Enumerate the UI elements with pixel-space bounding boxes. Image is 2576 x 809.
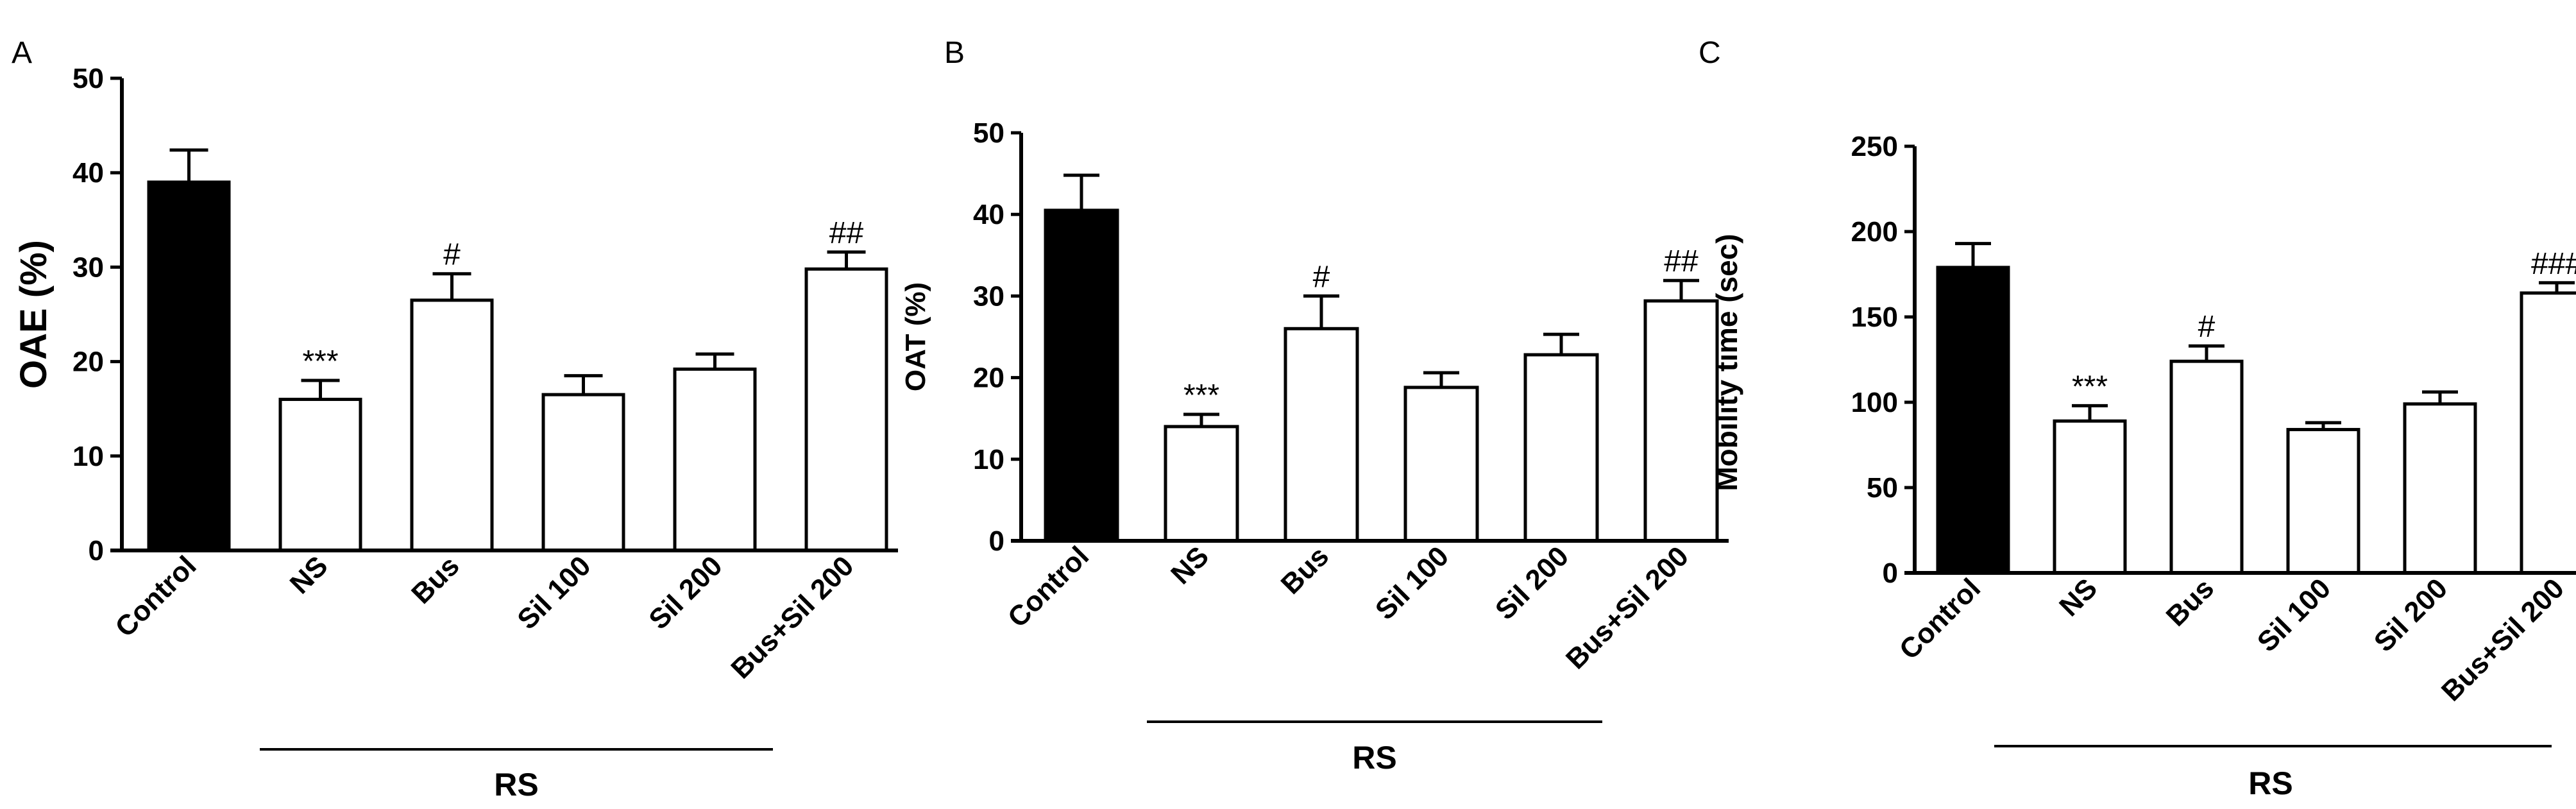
y-tick-label: 100 (1851, 387, 1898, 418)
significance-label: ### (2531, 247, 2576, 281)
category-label: Bus+Sil 200 (2436, 572, 2570, 707)
significance-label: # (1313, 260, 1330, 294)
bar (2169, 359, 2244, 575)
bar (1523, 353, 1599, 543)
panel-letter-c: C (1699, 36, 1721, 70)
y-tick-label: 50 (973, 117, 1004, 149)
panel-letter-a: A (12, 36, 32, 70)
category-label: Bus (1275, 540, 1335, 600)
bar (541, 393, 625, 552)
y-axis-title: OAE (%) (13, 240, 55, 389)
y-tick-label: 40 (973, 199, 1004, 230)
bar (2286, 428, 2360, 575)
category-label: Sil 100 (2251, 572, 2337, 658)
y-tick-label: 10 (973, 444, 1004, 475)
group-label: RS (494, 767, 538, 803)
bar (2053, 419, 2127, 575)
y-tick-label: 20 (973, 362, 1004, 394)
category-label: NS (2053, 572, 2103, 622)
significance-label: ## (1664, 244, 1699, 278)
category-label: Sil 100 (511, 550, 597, 635)
panel-letter-b: B (944, 36, 965, 70)
y-tick-label: 0 (1883, 558, 1898, 589)
y-tick-label: 0 (89, 535, 104, 566)
y-tick-label: 10 (72, 441, 104, 472)
bar (278, 397, 362, 552)
group-label: RS (2248, 765, 2292, 801)
category-label: Sil 200 (1489, 540, 1575, 626)
y-tick-label: 40 (72, 157, 104, 189)
bar (1643, 299, 1719, 543)
category-label: Sil 200 (643, 550, 728, 635)
bar (2520, 291, 2576, 575)
bar (1284, 327, 1359, 543)
y-axis-title: Mobility time (sec) (1710, 234, 1743, 491)
significance-label: # (2198, 310, 2216, 344)
y-tick-label: 0 (989, 525, 1004, 557)
category-label: Control (1002, 540, 1095, 633)
category-label: Sil 100 (1369, 540, 1455, 626)
bar (1164, 425, 1239, 543)
y-axis-title: OAT (%) (900, 282, 931, 391)
bar (147, 180, 231, 552)
y-tick-label: 200 (1851, 216, 1898, 248)
category-label: Sil 200 (2368, 572, 2453, 658)
category-label: NS (284, 550, 334, 600)
bar (2403, 402, 2477, 575)
bar (1403, 386, 1479, 543)
category-label: NS (1165, 540, 1215, 590)
significance-label: # (443, 238, 461, 272)
y-tick-label: 20 (72, 346, 104, 378)
bar (1936, 266, 2010, 575)
bar (410, 298, 494, 552)
y-tick-label: 30 (973, 280, 1004, 312)
group-label: RS (1352, 740, 1396, 776)
y-tick-label: 50 (72, 63, 104, 94)
significance-label: *** (302, 345, 338, 379)
category-label: Control (1894, 572, 1987, 665)
category-label: Control (109, 550, 202, 643)
significance-label: *** (1183, 379, 1219, 413)
category-label: Bus (2160, 572, 2220, 632)
y-tick-label: 250 (1851, 131, 1898, 162)
bar (673, 367, 757, 552)
y-tick-label: 150 (1851, 302, 1898, 333)
category-label: Bus+Sil 200 (1560, 540, 1695, 675)
significance-label: ## (829, 216, 864, 250)
bar (804, 267, 888, 552)
category-label: Bus (405, 550, 465, 609)
y-tick-label: 50 (1867, 472, 1898, 504)
significance-label: *** (2072, 370, 2108, 404)
category-label: Bus+Sil 200 (725, 550, 860, 685)
bar (1044, 209, 1119, 543)
y-tick-label: 30 (72, 251, 104, 283)
